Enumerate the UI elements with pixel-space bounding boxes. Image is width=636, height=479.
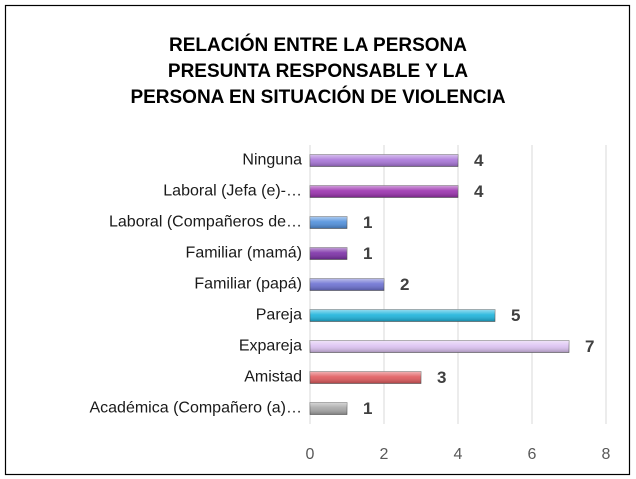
data-label: 5 [511, 306, 520, 325]
data-label: 1 [363, 213, 372, 232]
data-label: 3 [437, 368, 446, 387]
x-tick-label: 6 [528, 446, 537, 463]
bar-shine [310, 185, 458, 198]
data-label: 1 [363, 399, 372, 418]
bar-shine [310, 309, 495, 322]
y-tick-label: Expareja [239, 338, 302, 355]
y-tick-label: Laboral (Jefa (e)-… [163, 183, 302, 200]
y-tick-label: Familiar (mamá) [186, 245, 302, 262]
bar-shine [310, 402, 347, 415]
x-tick-label: 8 [602, 446, 611, 463]
chart-title: PERSONA EN SITUACIÓN DE VIOLENCIA [130, 86, 505, 108]
data-label: 1 [363, 244, 372, 263]
bar-shine [310, 154, 458, 167]
data-label: 2 [400, 275, 409, 294]
data-label: 7 [585, 337, 594, 356]
bar-shine [310, 247, 347, 260]
data-label: 4 [474, 151, 484, 170]
bar-shine [310, 340, 569, 353]
chart-title: RELACIÓN ENTRE LA PERSONA [169, 34, 467, 56]
x-tick-label: 0 [306, 446, 315, 463]
bar-shine [310, 216, 347, 229]
chart-border [4, 4, 631, 476]
y-tick-label: Amistad [244, 369, 302, 386]
data-label: 4 [474, 182, 484, 201]
y-tick-label: Académica (Compañero (a)… [89, 400, 302, 417]
x-tick-label: 2 [380, 446, 389, 463]
y-tick-label: Ninguna [242, 152, 302, 169]
bar-shine [310, 371, 421, 384]
x-tick-label: 4 [454, 446, 463, 463]
chart-title: PRESUNTA RESPONSABLE Y LA [168, 61, 468, 82]
y-tick-label: Familiar (papá) [194, 276, 302, 293]
bar-shine [310, 278, 384, 291]
y-tick-label: Laboral (Compañeros de… [109, 214, 302, 231]
y-tick-label: Pareja [256, 307, 302, 324]
